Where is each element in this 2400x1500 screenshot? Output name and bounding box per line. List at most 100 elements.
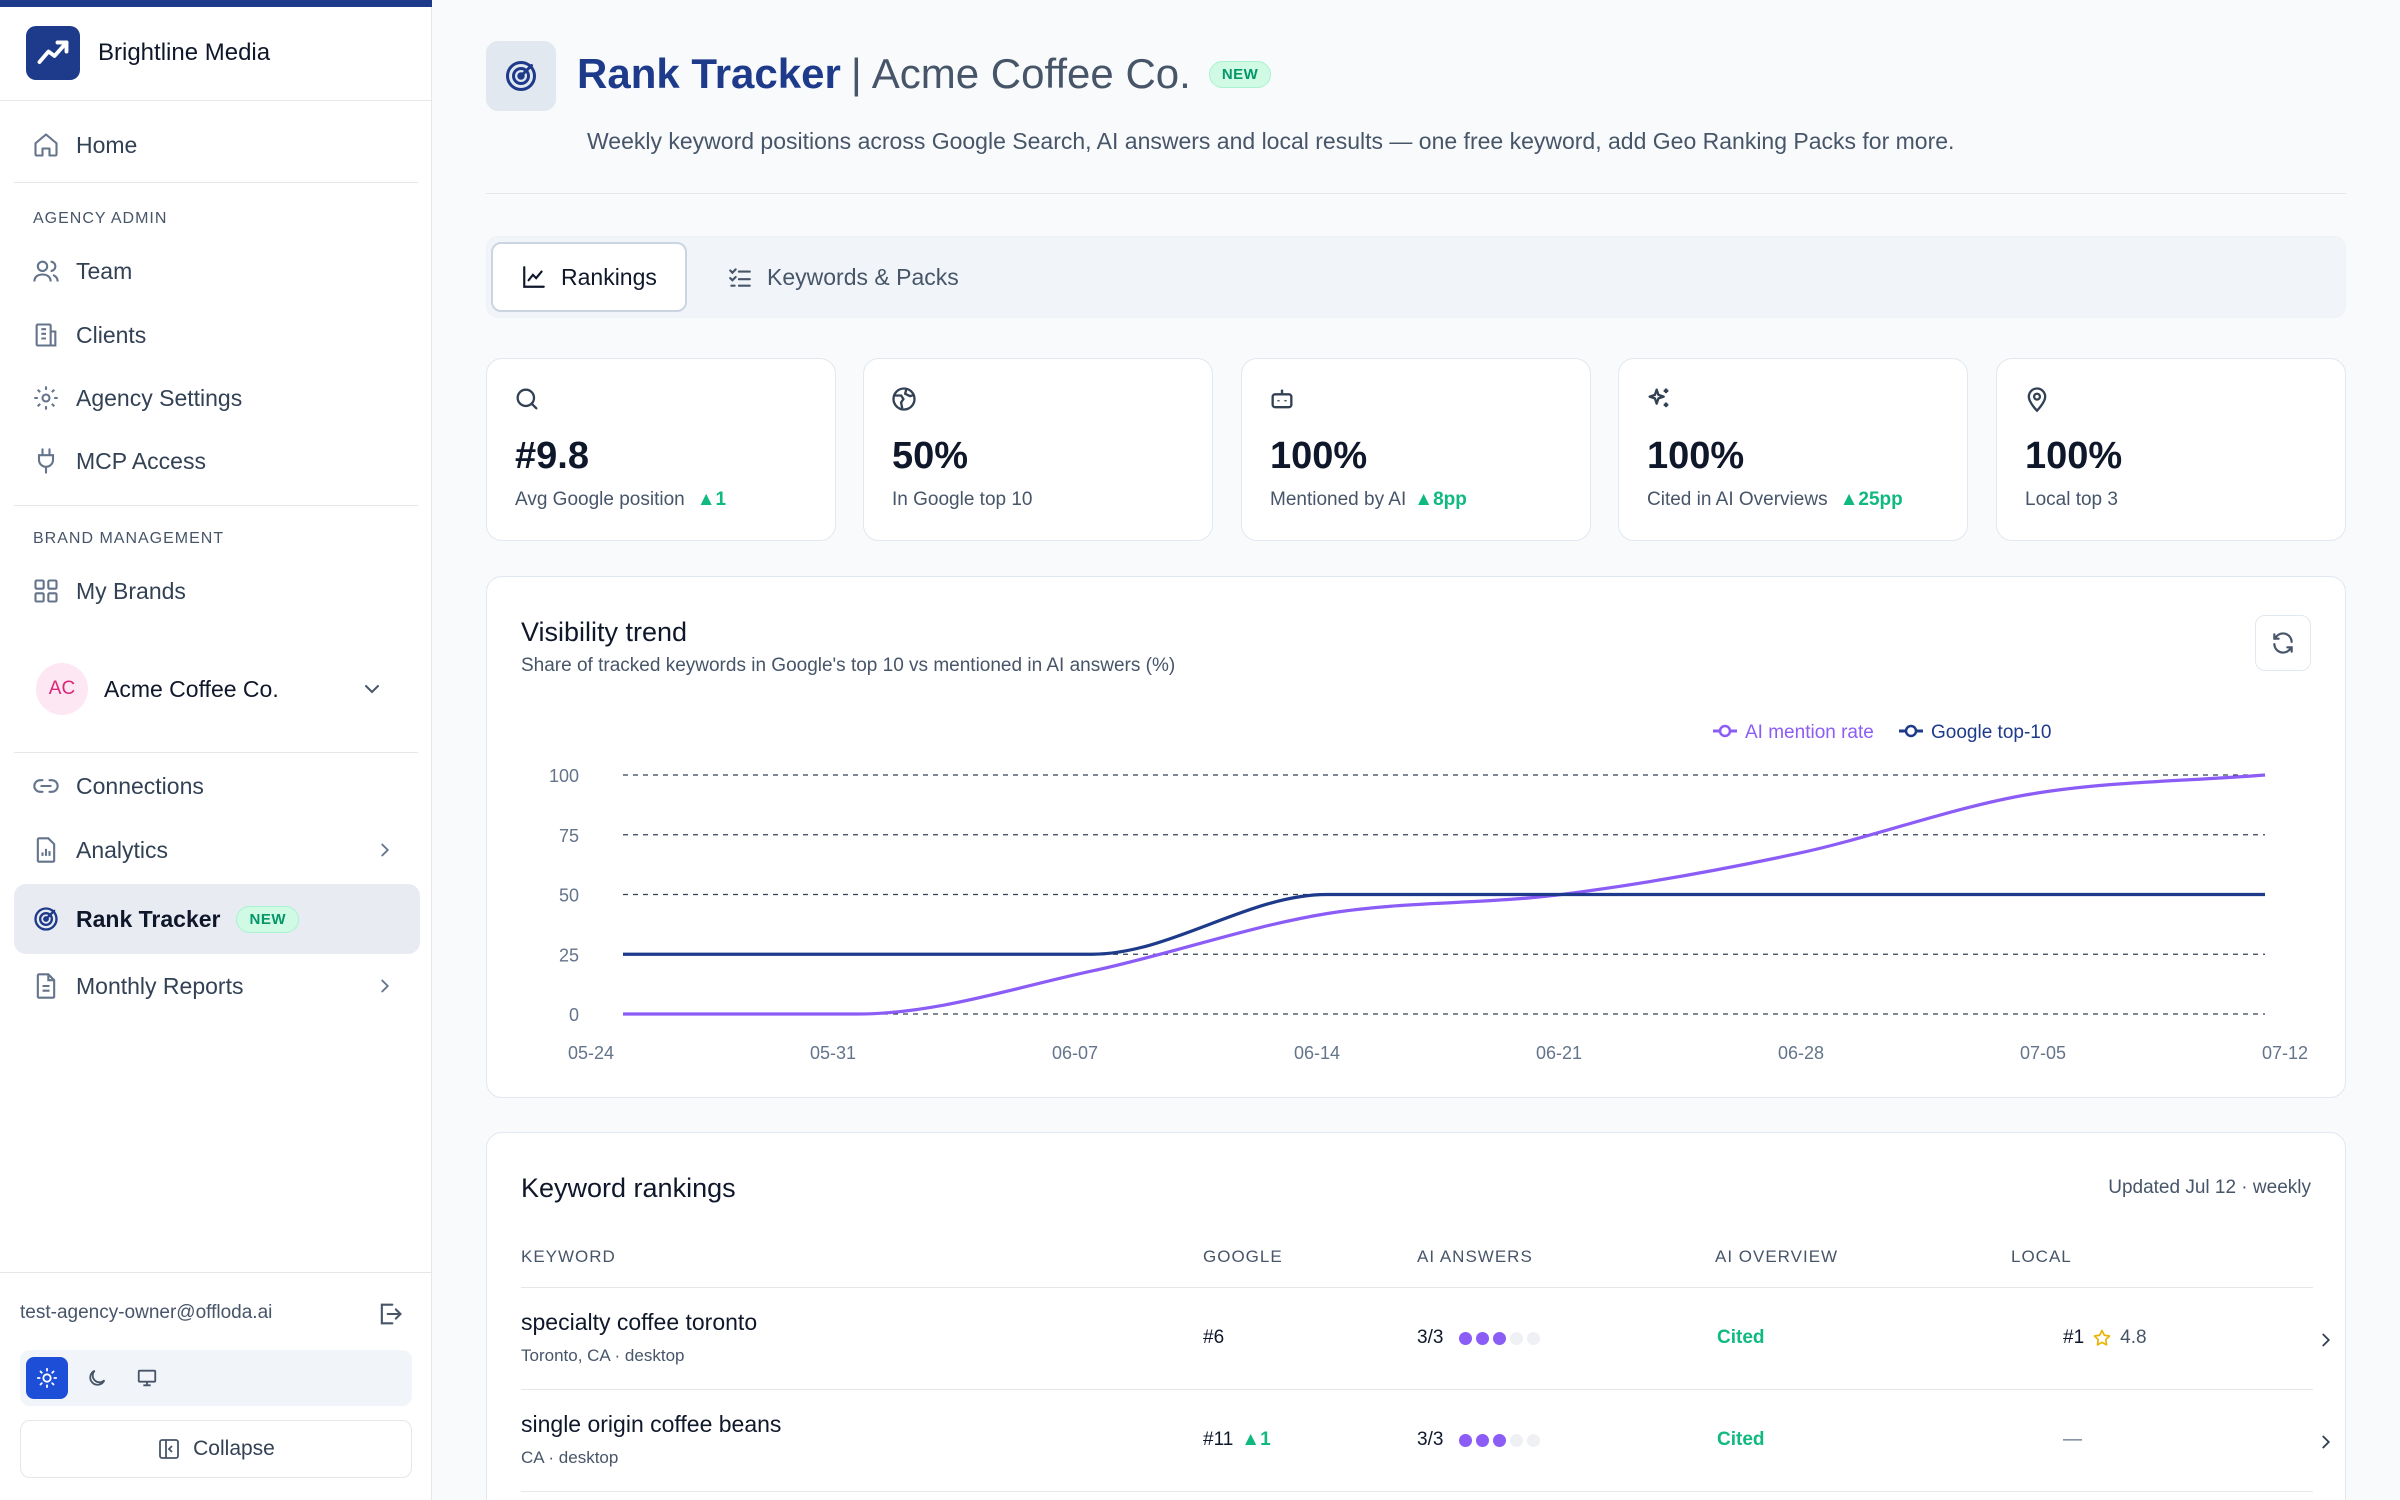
google-rank: #6 (1203, 1327, 1225, 1348)
search-icon (516, 388, 538, 410)
refresh-button[interactable] (2255, 615, 2311, 671)
kpi-label: Local top 3 (2025, 489, 2118, 510)
refresh-icon (2273, 632, 2293, 654)
kpi-label: Avg Google position (515, 489, 685, 510)
agency-brand[interactable]: Brightline Media (26, 26, 270, 80)
sidebar-item-rank-tracker[interactable]: Rank Tracker NEW (14, 884, 420, 954)
section-label-brand-management: BRAND MANAGEMENT (33, 530, 225, 547)
x-tick-label: 06-14 (1294, 1043, 1340, 1063)
visibility-trend-card: Visibility trend Share of tracked keywor… (486, 576, 2346, 1098)
grid-icon (34, 579, 58, 603)
divider (0, 100, 432, 101)
building-icon (35, 323, 57, 347)
radar-icon (486, 41, 556, 111)
y-tick-label: 0 (569, 1005, 579, 1025)
chevron-right-icon[interactable] (2315, 1329, 2337, 1351)
local-rating: 4.8 (2120, 1327, 2147, 1348)
sidebar-item-label: Rank Tracker (76, 905, 221, 932)
kpi-label-row: In Google top 10 (892, 489, 1033, 511)
column-header-ai-answers: AI ANSWERS (1417, 1247, 1533, 1266)
legend-marker (1904, 724, 1918, 738)
dot-filled (1476, 1331, 1490, 1345)
x-tick-label: 05-24 (568, 1043, 614, 1063)
system-theme-button[interactable] (126, 1357, 168, 1399)
sun-icon (36, 1367, 58, 1389)
ai-overview-status: Cited (1717, 1429, 1765, 1450)
brand-selector[interactable]: AC Acme Coffee Co. (36, 662, 396, 716)
monitor-icon (137, 1369, 157, 1387)
tab-rankings[interactable]: Rankings (491, 242, 687, 312)
logout-icon[interactable] (376, 1300, 404, 1328)
light-theme-button[interactable] (26, 1357, 68, 1399)
google-delta: ▲1 (1241, 1429, 1271, 1450)
kpi-card-mentioned-by-ai: 100% Mentioned by AI ▲8pp (1241, 358, 1591, 541)
tab-keywords-packs[interactable]: Keywords & Packs (699, 242, 987, 312)
x-tick-label: 07-05 (2020, 1043, 2066, 1063)
plug-icon (37, 448, 55, 474)
keyword-name[interactable]: single origin coffee beans (521, 1411, 782, 1437)
y-tick-label: 25 (559, 945, 579, 965)
file-chart-icon (36, 837, 56, 863)
x-tick-label: 06-28 (1778, 1043, 1824, 1063)
kpi-value: 100% (1270, 435, 1368, 477)
chevron-right-icon[interactable] (2315, 1431, 2337, 1453)
sidebar-item-home[interactable]: Home (14, 114, 420, 176)
agency-name: Brightline Media (98, 39, 271, 66)
table-title: Keyword rankings (521, 1173, 736, 1203)
file-text-icon (36, 973, 56, 999)
ai-answers-cell: 3/3 (1417, 1327, 1541, 1349)
x-tick-label: 06-21 (1536, 1043, 1582, 1063)
kpi-value: #9.8 (515, 435, 589, 477)
ai-answers-cell: 3/3 (1417, 1429, 1541, 1451)
legend-label: Google top-10 (1931, 722, 2051, 743)
list-checks-icon (729, 268, 751, 287)
ai-overview-status: Cited (1717, 1327, 1765, 1348)
divider (521, 1491, 2313, 1492)
brand-selector-label: Acme Coffee Co. (104, 675, 279, 702)
kpi-card-local-top3: 100% Local top 3 (1996, 358, 2346, 541)
sidebar-item-my-brands[interactable]: My Brands (14, 560, 420, 622)
moon-icon (89, 1369, 106, 1386)
kpi-card-google-top10: 50% In Google top 10 (863, 358, 1213, 541)
users-icon (33, 260, 59, 282)
map-pin-icon (2027, 387, 2047, 413)
kpi-label-row: Cited in AI Overviews ▲25pp (1647, 489, 1903, 511)
chevron-right-icon (381, 843, 390, 857)
sidebar-item-connections[interactable]: Connections (14, 755, 420, 817)
sidebar-item-agency-settings[interactable]: Agency Settings (14, 367, 420, 429)
sidebar-item-label: Team (76, 257, 133, 284)
kpi-label: In Google top 10 (892, 489, 1033, 510)
sidebar-item-mcp-access[interactable]: MCP Access (14, 430, 420, 492)
new-badge: NEW (1208, 60, 1272, 88)
gear-icon (34, 386, 58, 410)
updated-timestamp: Updated Jul 12 · weekly (2108, 1177, 2311, 1198)
sidebar: Brightline Media Home AGENCY ADMIN Team … (0, 0, 432, 1500)
title-separator: | (850, 50, 862, 97)
dot-filled (1493, 1331, 1507, 1345)
divider (521, 1287, 2313, 1288)
page-title-main: Rank Tracker (577, 50, 841, 97)
legend-label: AI mention rate (1745, 722, 1874, 743)
sidebar-item-analytics[interactable]: Analytics (14, 819, 420, 881)
ai-answers-count: 3/3 (1417, 1429, 1444, 1450)
kpi-value: 50% (892, 435, 969, 477)
y-tick-label: 100 (549, 766, 579, 786)
dark-theme-button[interactable] (76, 1357, 118, 1399)
link-icon (33, 779, 59, 793)
x-tick-label: 05-31 (810, 1043, 856, 1063)
tab-label: Keywords & Packs (767, 263, 959, 290)
ai-answers-count: 3/3 (1417, 1327, 1444, 1348)
sidebar-item-monthly-reports[interactable]: Monthly Reports (14, 955, 420, 1017)
google-position: #11 ▲1 (1203, 1429, 1271, 1451)
sidebar-item-team[interactable]: Team (14, 240, 420, 302)
sidebar-item-clients[interactable]: Clients (14, 304, 420, 366)
ai-answers-dots (1459, 1331, 1541, 1345)
tab-label: Rankings (561, 263, 657, 290)
collapse-sidebar-button[interactable]: Collapse (20, 1420, 412, 1478)
dot-empty (1527, 1331, 1541, 1345)
keyword-rankings-card: Keyword rankings Updated Jul 12 · weekly… (486, 1132, 2346, 1500)
y-tick-label: 75 (559, 826, 579, 846)
dot-filled (1476, 1433, 1490, 1447)
y-tick-label: 50 (559, 886, 579, 906)
keyword-name[interactable]: specialty coffee toronto (521, 1309, 758, 1335)
